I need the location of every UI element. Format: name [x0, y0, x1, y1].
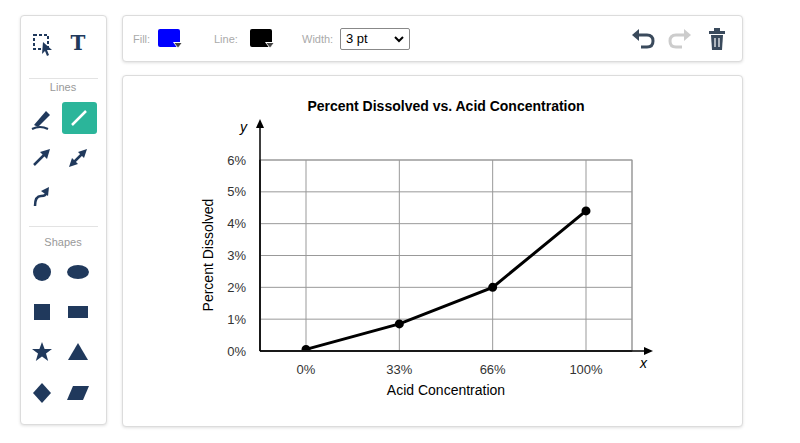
html-text:Fill:: Fill:: [133, 33, 151, 45]
svg-text:3%: 3%: [227, 248, 246, 263]
html-text:Percent Dissolved vs. Acid Con: Percent Dissolved vs. Acid Concentration: [307, 98, 585, 114]
html-text:Shapes: Shapes: [44, 236, 82, 248]
svg-text:1%: 1%: [227, 312, 246, 327]
svg-text:5%: 5%: [227, 184, 246, 199]
html-text:T: T: [70, 31, 86, 55]
html-text:y: y: [240, 119, 247, 135]
html-text:Percent Dissolved: Percent Dissolved: [200, 198, 216, 312]
html-text:Width:: Width:: [302, 33, 334, 45]
html-text:x: x: [640, 355, 647, 371]
html-text:Acid Concentration: Acid Concentration: [386, 382, 506, 398]
svg-text:2%: 2%: [227, 280, 246, 295]
svg-text:4%: 4%: [227, 216, 246, 231]
svg-text:0%: 0%: [297, 362, 316, 377]
svg-text:33%: 33%: [386, 362, 412, 377]
svg-text:0%: 0%: [227, 344, 246, 359]
svg-text:6%: 6%: [227, 153, 246, 168]
html-text:Lines: Lines: [49, 81, 77, 93]
html-text:Line:: Line:: [214, 33, 238, 45]
svg-text:66%: 66%: [480, 362, 506, 377]
html-text:3 pt: 3 pt: [346, 31, 368, 46]
svg-text:100%: 100%: [569, 362, 603, 377]
